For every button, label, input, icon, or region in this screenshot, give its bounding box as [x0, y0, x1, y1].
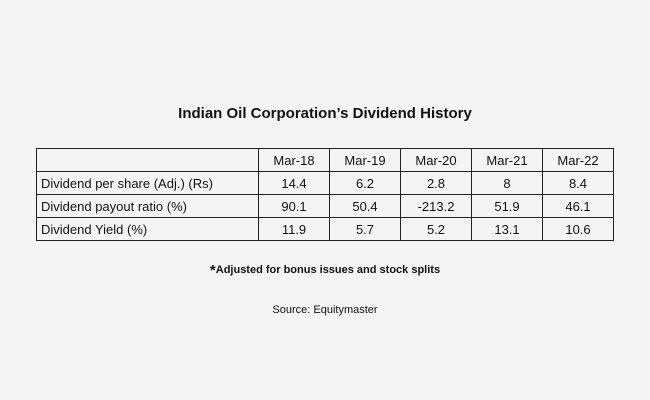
table-row: Dividend per share (Adj.) (Rs) 14.4 6.2 2.8… [36, 171, 614, 195]
row-label: Dividend Yield (%) [36, 217, 259, 241]
footnote-text: Adjusted for bonus issues and stock spli… [215, 264, 441, 276]
table-cell: 14.4 [258, 171, 330, 195]
footnote: *Adjusted for bonus issues and stock spl… [0, 262, 650, 279]
table-cell: 6.2 [329, 171, 401, 195]
header-row: Mar-18 Mar-19 Mar-20 Mar-21 Mar-22 [36, 148, 614, 172]
table-cell: 90.1 [258, 194, 330, 218]
table-row: Dividend payout ratio (%) 90.1 50.4 -213.2 5… [36, 194, 614, 218]
table-cell: 2.8 [400, 171, 472, 195]
table-cell: 5.2 [400, 217, 472, 241]
dividend-table: Mar-18 Mar-19 Mar-20 Mar-21 Mar-22 Dividend p… [36, 148, 614, 241]
header-cell: Mar-21 [471, 148, 543, 172]
table-row: Dividend Yield (%) 11.9 5.7 5.2 13.1 10.6 [36, 217, 614, 241]
header-cell: Mar-20 [400, 148, 472, 172]
footnote-marker: * [209, 262, 216, 279]
header-cell [36, 148, 259, 172]
table-title: Indian Oil Corporation’s Dividend Histor… [178, 105, 472, 122]
row-label: Dividend payout ratio (%) [36, 194, 259, 218]
table-cell: 11.9 [258, 217, 330, 241]
table-cell: 5.7 [329, 217, 401, 241]
table-cell: 50.4 [329, 194, 401, 218]
table-cell: 8.4 [542, 171, 614, 195]
header-cell: Mar-19 [329, 148, 401, 172]
row-label: Dividend per share (Adj.) (Rs) [36, 171, 259, 195]
table-cell: -213.2 [400, 194, 472, 218]
table-cell: 8 [471, 171, 543, 195]
table-cell: 13.1 [471, 217, 543, 241]
table-cell: 10.6 [542, 217, 614, 241]
table-cell: 51.9 [471, 194, 543, 218]
source: Source: Equitymaster [272, 304, 378, 316]
table-cell: 46.1 [542, 194, 614, 218]
header-cell: Mar-22 [542, 148, 614, 172]
header-cell: Mar-18 [258, 148, 330, 172]
